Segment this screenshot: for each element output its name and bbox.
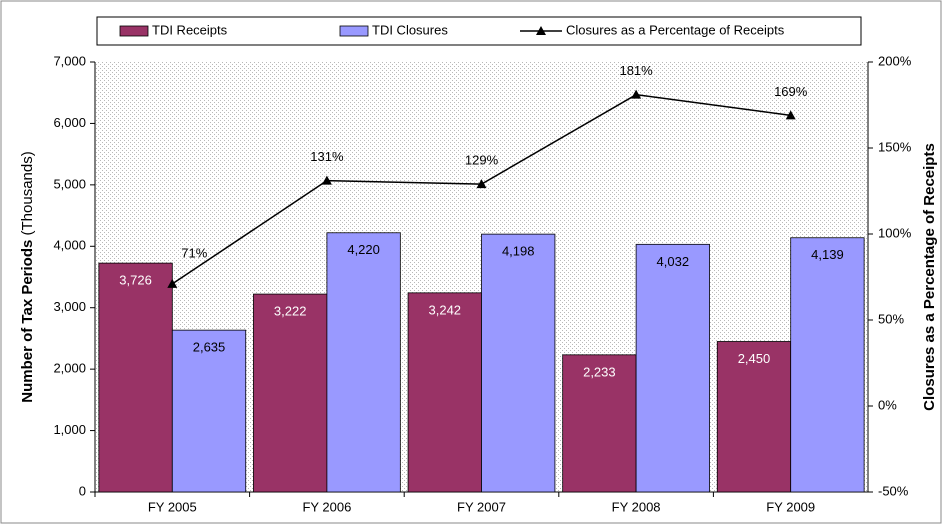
x-tick-label: FY 2008 <box>612 499 661 514</box>
bar <box>253 293 328 493</box>
y-tick-label: 2,000 <box>53 361 86 376</box>
y2-axis-title: Closures as a Percentage of Receipts <box>921 143 938 411</box>
line-value-label: 169% <box>774 84 808 99</box>
x-tick-label: FY 2005 <box>148 499 197 514</box>
line-value-label: 131% <box>310 149 344 164</box>
bar-value-label: 2,233 <box>583 364 616 379</box>
bar <box>171 329 247 493</box>
bar-value-label: 4,139 <box>811 247 844 262</box>
y2-tick-label: 150% <box>878 139 912 154</box>
y-tick-label: 6,000 <box>53 115 86 130</box>
legend-marker <box>536 26 546 35</box>
y-tick-label: 5,000 <box>53 176 86 191</box>
x-tick-label: FY 2009 <box>766 499 815 514</box>
y-tick-label: 3,000 <box>53 299 86 314</box>
line-marker <box>167 278 178 288</box>
legend-label: TDI Closures <box>372 22 448 37</box>
bar-value-label: 2,450 <box>738 351 771 366</box>
y2-tick-label: -50% <box>878 483 909 498</box>
legend-swatch <box>119 25 149 37</box>
line-value-label: 181% <box>619 63 653 78</box>
line-value-label: 129% <box>465 153 499 168</box>
bar-value-label: 3,726 <box>119 273 152 288</box>
bar <box>790 237 865 493</box>
y-tick-label: 7,000 <box>53 53 86 68</box>
bar-value-label: 4,032 <box>657 254 690 269</box>
bar <box>635 243 710 493</box>
y-axis-title: Number of Tax Periods (Thousands) <box>19 151 36 402</box>
x-tick-label: FY 2007 <box>457 499 506 514</box>
bar-value-label: 3,242 <box>429 302 462 317</box>
bar <box>407 292 482 493</box>
x-tick-label: FY 2006 <box>302 499 351 514</box>
legend-swatch <box>339 25 369 37</box>
legend <box>96 16 862 46</box>
y-tick-label: 4,000 <box>53 238 86 253</box>
y2-tick-label: 200% <box>878 53 912 68</box>
y2-tick-label: 0% <box>878 397 897 412</box>
y2-tick-label: 50% <box>878 311 904 326</box>
bar-value-label: 4,198 <box>502 244 535 259</box>
bar-value-label: 4,220 <box>347 242 380 257</box>
y2-tick-label: 100% <box>878 225 912 240</box>
bar <box>326 232 401 493</box>
bar <box>481 233 556 493</box>
y-tick-label: 0 <box>79 483 86 498</box>
legend-label: Closures as a Percentage of Receipts <box>566 22 785 37</box>
line-marker <box>321 175 332 185</box>
line-marker <box>631 89 642 99</box>
legend-label: TDI Receipts <box>152 22 228 37</box>
bar <box>562 354 637 493</box>
bar <box>716 341 792 493</box>
line-marker <box>785 110 796 120</box>
line-marker <box>476 179 487 189</box>
bar <box>98 262 173 493</box>
line-value-label: 71% <box>181 245 207 260</box>
y-tick-label: 1,000 <box>53 422 86 437</box>
bar-value-label: 3,222 <box>274 304 307 319</box>
bar-value-label: 2,635 <box>193 340 226 355</box>
